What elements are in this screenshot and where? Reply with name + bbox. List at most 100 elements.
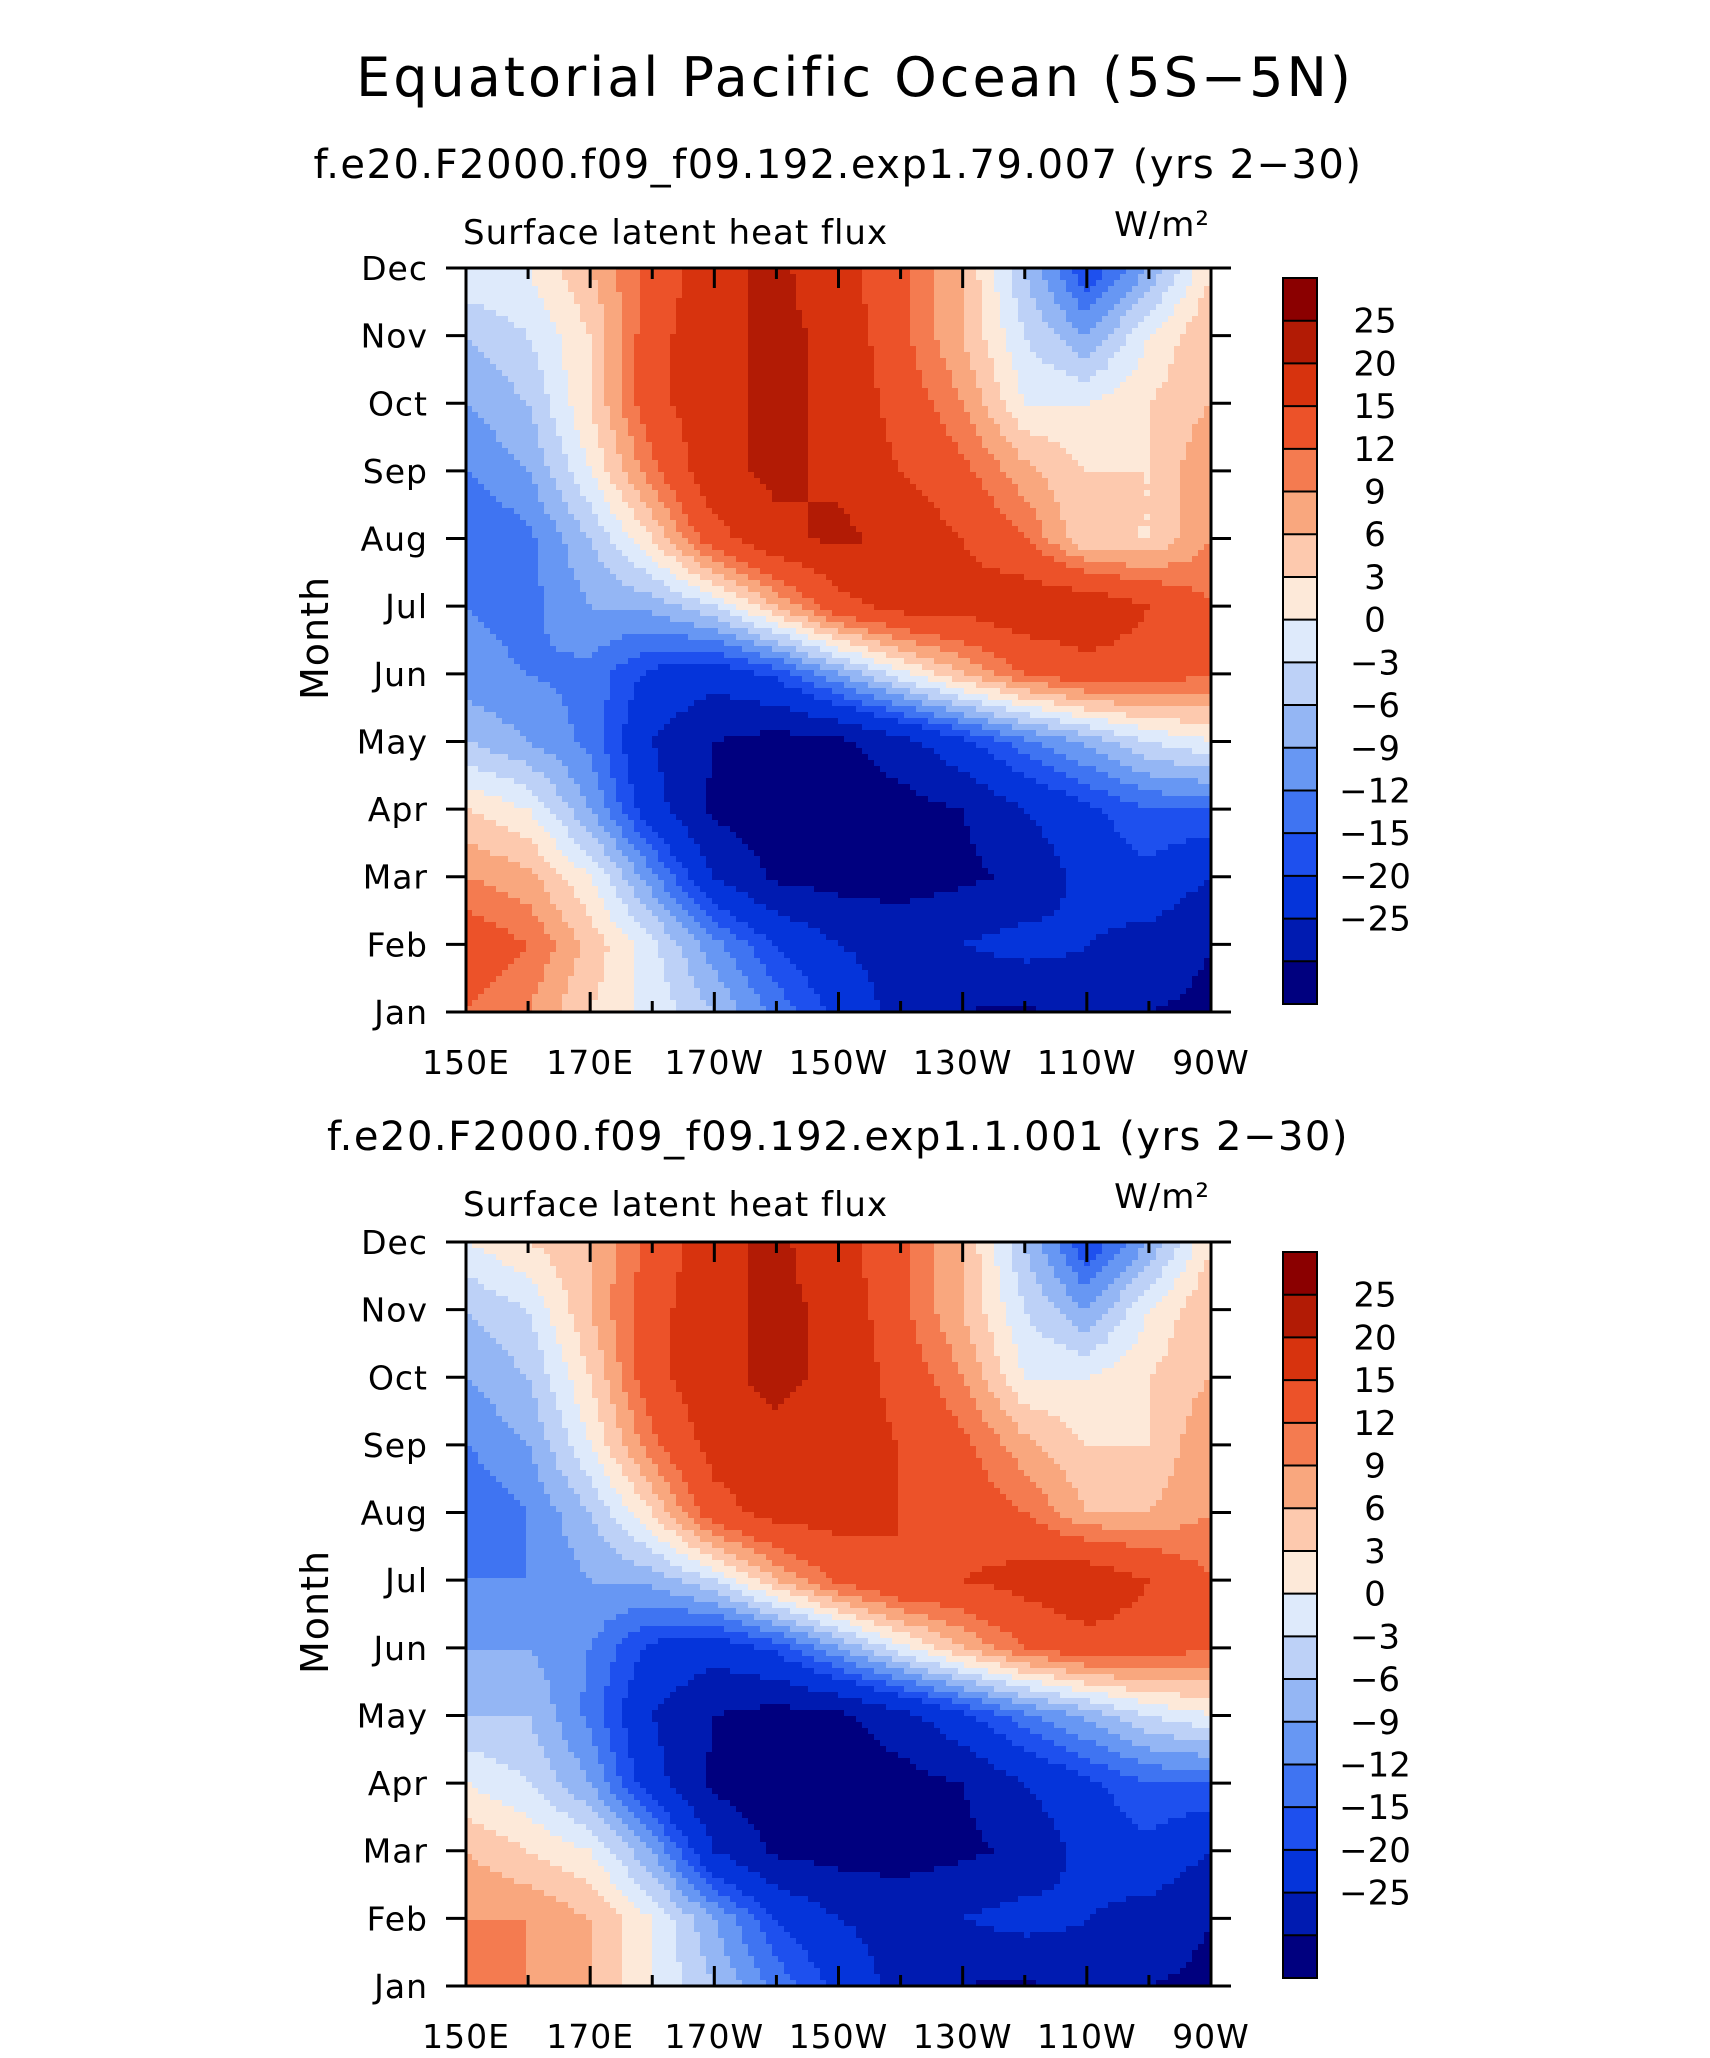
heatmap-cell (736, 274, 743, 281)
heatmap-cell (544, 310, 551, 317)
heatmap-cell (688, 286, 695, 293)
heatmap-cell (628, 382, 635, 389)
heatmap-cell (1198, 328, 1205, 335)
heatmap-cell (1078, 274, 1085, 281)
heatmap-cell (1036, 436, 1043, 443)
heatmap-cell (646, 292, 653, 299)
heatmap-cell (928, 484, 935, 491)
heatmap-cell (688, 418, 695, 425)
heatmap-cell (766, 286, 773, 293)
heatmap-cell (814, 364, 821, 371)
heatmap-cell (664, 424, 671, 431)
heatmap-cell (826, 274, 833, 281)
heatmap-cell (1048, 400, 1055, 407)
heatmap-cell (814, 298, 821, 305)
heatmap-cell (976, 430, 983, 437)
heatmap-cell (598, 268, 605, 275)
heatmap-cell (1138, 298, 1145, 305)
heatmap-cell (748, 346, 755, 353)
heatmap-cell (808, 490, 815, 497)
heatmap-cell (1084, 472, 1091, 479)
heatmap-cell (778, 418, 785, 425)
heatmap-cell (514, 496, 521, 503)
heatmap-cell (994, 394, 1001, 401)
heatmap-cell (1198, 364, 1205, 371)
heatmap-cell (610, 268, 617, 275)
heatmap-cell (886, 502, 893, 509)
heatmap-cell (646, 376, 653, 383)
heatmap-cell (778, 376, 785, 383)
heatmap-cell (820, 400, 827, 407)
heatmap-cell (754, 448, 761, 455)
heatmap-cell (1204, 388, 1211, 395)
heatmap-cell (592, 436, 599, 443)
heatmap-cell (736, 478, 743, 485)
heatmap-cell (772, 472, 779, 479)
heatmap-cell (976, 460, 983, 467)
heatmap-cell (970, 310, 977, 317)
heatmap-cell (826, 394, 833, 401)
heatmap-cell (640, 358, 647, 365)
heatmap-cell (610, 340, 617, 347)
heatmap-cell (898, 370, 905, 377)
heatmap-cell (1066, 352, 1073, 359)
heatmap-cell (1078, 454, 1085, 461)
heatmap-cell (994, 472, 1001, 479)
heatmap-cell (1144, 286, 1151, 293)
heatmap-cell (574, 304, 581, 311)
heatmap-cell (664, 334, 671, 341)
heatmap-cell (988, 418, 995, 425)
heatmap-cell (1084, 502, 1091, 509)
heatmap-cell (538, 358, 545, 365)
heatmap-cell (616, 316, 623, 323)
heatmap-cell (1192, 322, 1199, 329)
heatmap-cell (490, 310, 497, 317)
heatmap-cell (886, 370, 893, 377)
heatmap-cell (982, 280, 989, 287)
heatmap-cell (742, 274, 749, 281)
heatmap-cell (952, 430, 959, 437)
heatmap-cell (1120, 478, 1127, 485)
heatmap-cell (586, 298, 593, 305)
heatmap-cell (1030, 268, 1037, 275)
heatmap-cell (1012, 430, 1019, 437)
heatmap-cell (898, 400, 905, 407)
heatmap-cell (730, 400, 737, 407)
heatmap-cell (1048, 496, 1055, 503)
heatmap-cell (802, 472, 809, 479)
heatmap-cell (850, 376, 857, 383)
heatmap-cell (970, 364, 977, 371)
heatmap-cell (532, 334, 539, 341)
heatmap-cell (1048, 358, 1055, 365)
heatmap-cell (664, 340, 671, 347)
heatmap-cell (1042, 268, 1049, 275)
heatmap-cell (970, 340, 977, 347)
heatmap-cell (754, 310, 761, 317)
heatmap-cell (760, 478, 767, 485)
heatmap-cell (502, 328, 509, 335)
heatmap-cell (580, 472, 587, 479)
heatmap-cell (820, 376, 827, 383)
heatmap-cell (850, 418, 857, 425)
heatmap-cell (1126, 316, 1133, 323)
heatmap-cell (946, 502, 953, 509)
heatmap-cell (856, 274, 863, 281)
heatmap-cell (814, 292, 821, 299)
heatmap-cell (508, 382, 515, 389)
heatmap-cell (790, 304, 797, 311)
heatmap-cell (922, 430, 929, 437)
heatmap-cell (472, 304, 479, 311)
heatmap-cell (844, 454, 851, 461)
heatmap-cell (1186, 424, 1193, 431)
heatmap-cell (694, 280, 701, 287)
heatmap-cell (490, 472, 497, 479)
heatmap-cell (796, 406, 803, 413)
heatmap-cell (874, 466, 881, 473)
heatmap-cell (484, 328, 491, 335)
heatmap-cell (754, 304, 761, 311)
heatmap-cell (868, 430, 875, 437)
heatmap-cell (652, 322, 659, 329)
heatmap-cell (1072, 454, 1079, 461)
heatmap-cell (922, 310, 929, 317)
heatmap-cell (886, 298, 893, 305)
